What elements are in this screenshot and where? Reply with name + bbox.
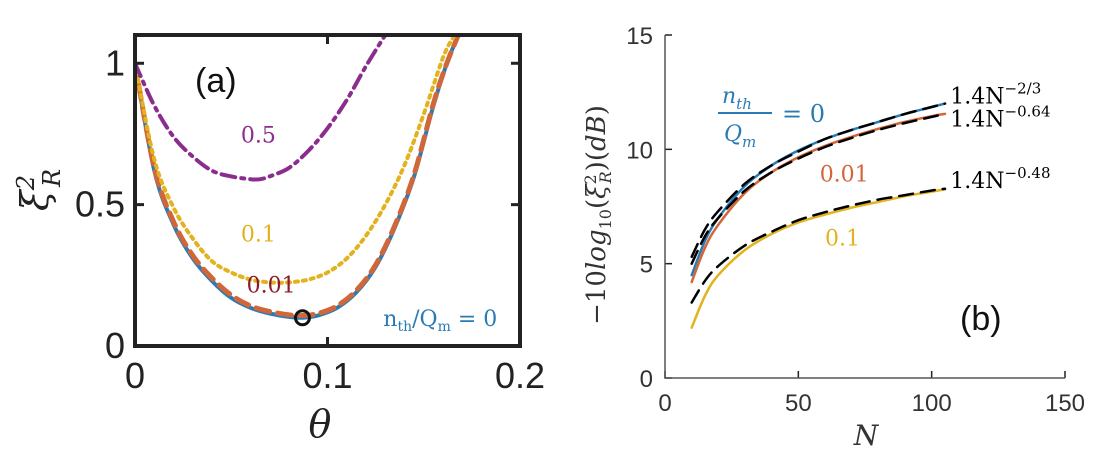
panel-a-series <box>135 35 461 320</box>
svg-text:−10log10(ξ2R)(dB): −10log10(ξ2R)(dB) <box>581 105 615 325</box>
panel-b-ticks: 0 50 100 150 0 5 10 15 <box>626 23 1085 417</box>
x-tick-label: 0 <box>125 355 145 396</box>
y-tick-label: 10 <box>626 137 653 164</box>
panel-b-xlabel: N <box>853 419 880 452</box>
panel-b-series <box>690 102 947 329</box>
x-tick-label: 150 <box>1045 390 1085 417</box>
x-tick-label: 0.1 <box>302 355 352 396</box>
svg-text:ξ2R: ξ2R <box>12 169 66 211</box>
x-tick-label: 50 <box>785 390 812 417</box>
panel-a-annotation-0.01: 0.01 <box>247 273 296 298</box>
x-tick-label: 0.2 <box>495 355 545 396</box>
series-line-0.1 <box>135 35 457 285</box>
panel-b-axes <box>664 35 1065 379</box>
panel-b-annotation-0.01: 0.01 <box>820 162 869 187</box>
panel-a-xlabel: θ <box>309 402 332 446</box>
y-tick-label: 1 <box>105 42 125 83</box>
panel-a: 0 0.1 0.2 0 0.5 1 (a) θ ξ2R 0.5 0.1 0.01 nth/… <box>12 33 545 446</box>
x-tick-label: 0 <box>658 390 671 417</box>
series-line-0 <box>135 35 461 320</box>
series-line-1.4N^-0.48 <box>690 187 947 304</box>
panel-b-fit-label-0.64: 1.4N−0.64 <box>950 103 1050 133</box>
panel-b-annotation-0.1: 0.1 <box>825 226 860 251</box>
series-line-0.01 <box>135 35 461 319</box>
panel-a-axes-box <box>133 33 522 348</box>
y-tick-label: 0.5 <box>75 184 125 225</box>
y-tick-label: 0 <box>105 325 125 366</box>
y-tick-label: 0 <box>640 366 653 393</box>
panel-a-ylabel: ξ2R <box>12 169 66 211</box>
y-tick-label: 5 <box>640 252 653 279</box>
optimum-marker <box>293 309 311 327</box>
panel-a-label: (a) <box>195 62 237 100</box>
y-tick-label: 15 <box>626 23 653 50</box>
svg-text:= 0: = 0 <box>782 100 825 128</box>
series-line-1.4N^-2/3 <box>690 102 947 259</box>
panel-a-annotation-0.5: 0.5 <box>241 123 276 148</box>
x-tick-label: 100 <box>912 390 952 417</box>
panel-b-annotation-nth-qm: nth Qm = 0 <box>718 84 825 151</box>
svg-text:Qm: Qm <box>724 122 756 151</box>
series-line-1.4N^-0.64 <box>690 112 947 265</box>
series-line-0.5 <box>135 35 388 182</box>
panel-b-ylabel: −10log10(ξ2R)(dB) <box>581 105 615 325</box>
panel-a-ticks: 0 0.1 0.2 0 0.5 1 <box>75 35 545 396</box>
panel-b-fit-label-0.48: 1.4N−0.48 <box>950 164 1050 194</box>
svg-text:nth: nth <box>722 84 752 113</box>
panel-b-fit-label-2-3: 1.4N−2/3 <box>950 80 1041 110</box>
panel-a-annotation-0.1: 0.1 <box>241 222 276 247</box>
panel-a-annotation-nth-qm: nth/Qm = 0 <box>383 307 497 335</box>
panel-b-label: (b) <box>960 300 1002 338</box>
